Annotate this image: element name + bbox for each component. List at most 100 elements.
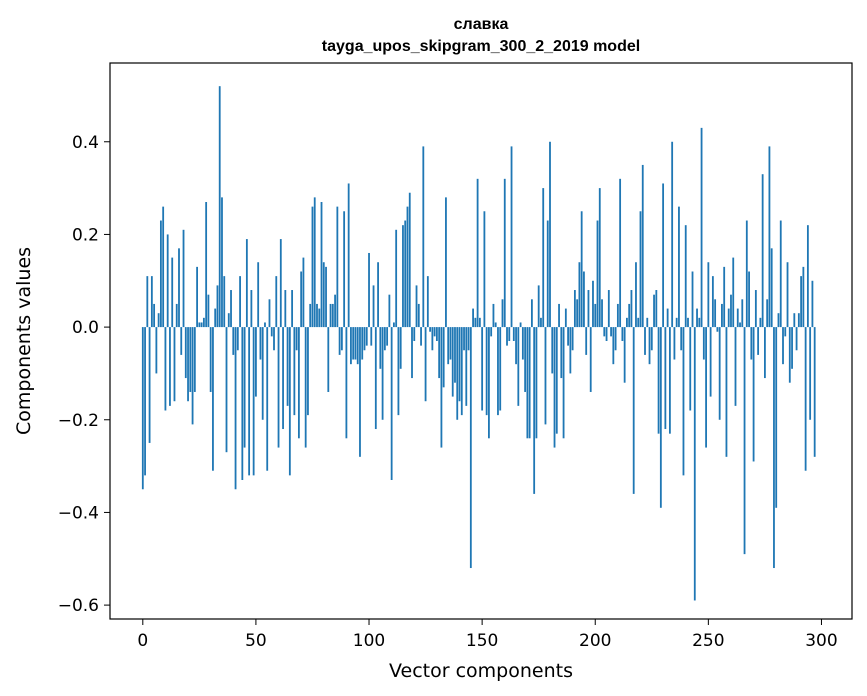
bar xyxy=(797,313,800,328)
y-tick-label: −0.6 xyxy=(58,596,99,616)
bar xyxy=(671,141,674,328)
bar xyxy=(501,299,504,328)
bar xyxy=(368,252,370,328)
bar xyxy=(488,327,490,439)
bar xyxy=(381,327,384,420)
bar xyxy=(716,327,719,332)
bar xyxy=(537,285,540,328)
bar xyxy=(619,178,622,328)
bar xyxy=(196,266,198,328)
bar xyxy=(171,257,174,328)
bar xyxy=(678,206,680,328)
bar xyxy=(689,327,692,411)
bar xyxy=(388,294,391,328)
bar xyxy=(757,327,760,355)
bar xyxy=(632,327,635,494)
bar xyxy=(664,327,667,430)
bar xyxy=(424,327,427,402)
bar xyxy=(786,262,789,328)
bar xyxy=(503,178,506,328)
bar xyxy=(723,266,726,328)
bar xyxy=(766,299,769,328)
x-tick-label: 0 xyxy=(137,631,148,651)
bar xyxy=(402,225,404,328)
bar xyxy=(223,276,226,328)
bar xyxy=(603,327,606,337)
bar xyxy=(773,327,775,569)
bar xyxy=(754,290,757,328)
bar xyxy=(273,327,275,351)
bar xyxy=(352,327,355,360)
bar xyxy=(236,327,239,351)
bar xyxy=(696,308,698,328)
bar xyxy=(221,197,223,328)
bar xyxy=(309,303,312,328)
bar xyxy=(644,327,646,355)
bar xyxy=(764,327,766,379)
bar xyxy=(725,327,728,457)
chart-title: славка xyxy=(454,16,509,33)
bar xyxy=(433,327,436,337)
bar xyxy=(540,317,542,328)
bar xyxy=(601,299,603,328)
bar xyxy=(386,327,389,346)
bar xyxy=(616,303,619,328)
bar xyxy=(562,327,565,439)
bar xyxy=(302,257,305,328)
bar xyxy=(295,327,298,351)
bar xyxy=(354,327,357,360)
bar xyxy=(533,327,536,494)
bar xyxy=(544,327,547,425)
bar xyxy=(157,313,160,328)
bar xyxy=(212,327,214,471)
bar xyxy=(232,327,235,355)
x-axis-label: Vector components xyxy=(389,660,573,682)
bar xyxy=(325,266,327,328)
bar xyxy=(284,290,287,328)
bar xyxy=(517,327,520,406)
bar xyxy=(553,327,556,448)
bar xyxy=(662,183,665,328)
bar xyxy=(338,327,341,355)
bar xyxy=(245,239,248,328)
bar xyxy=(693,327,696,601)
bar xyxy=(406,206,409,328)
y-tick-label: −0.2 xyxy=(58,411,99,431)
x-tick-label: 250 xyxy=(692,631,724,651)
bar xyxy=(770,248,773,328)
bar xyxy=(377,262,379,328)
bar xyxy=(141,327,144,490)
bar xyxy=(745,220,748,328)
bar xyxy=(395,229,398,328)
y-tick-label: 0.4 xyxy=(72,133,99,153)
bar xyxy=(528,327,531,439)
bar xyxy=(673,327,676,360)
bar xyxy=(264,322,266,328)
bar xyxy=(580,211,583,328)
bar xyxy=(313,197,316,328)
bar xyxy=(230,290,232,328)
bar xyxy=(555,327,558,434)
bar xyxy=(155,327,158,374)
bar xyxy=(399,327,402,369)
bar xyxy=(709,327,712,397)
bar xyxy=(463,327,465,351)
bar xyxy=(542,188,545,328)
bar xyxy=(150,276,153,328)
bar xyxy=(207,294,210,328)
bar xyxy=(741,299,744,328)
bar xyxy=(653,294,655,328)
bar xyxy=(535,327,538,439)
bar xyxy=(411,327,413,379)
bar xyxy=(166,234,169,328)
bar xyxy=(800,276,803,328)
bar xyxy=(739,322,741,328)
bar xyxy=(571,327,574,351)
bar xyxy=(415,285,418,328)
bar xyxy=(184,327,187,379)
bar xyxy=(777,313,780,328)
bar xyxy=(546,220,549,328)
bar xyxy=(275,276,278,328)
bar xyxy=(784,327,787,337)
